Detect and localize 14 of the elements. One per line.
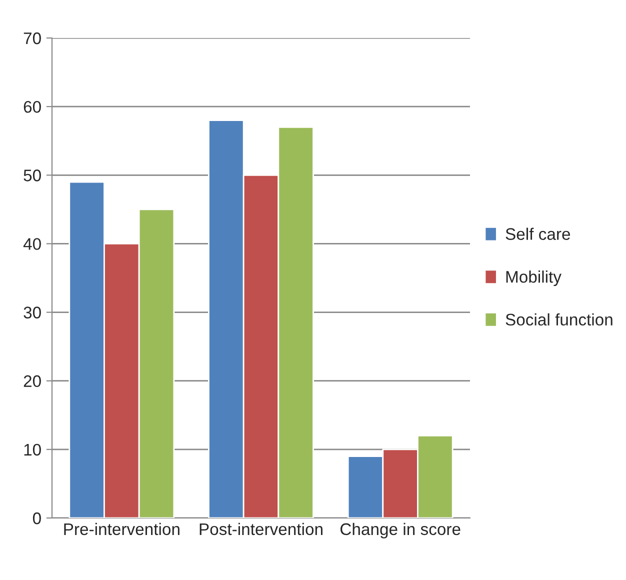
- y-tick-label: 30: [24, 306, 41, 318]
- x-tick-label: Change in score: [340, 522, 460, 538]
- y-tick-label: 0: [32, 512, 41, 524]
- y-tick-label: 10: [24, 444, 41, 456]
- y-tick-label: 50: [24, 170, 41, 182]
- legend-label: Mobility: [506, 270, 562, 286]
- legend-label: Self care: [506, 228, 570, 240]
- x-tick-label: Pre-intervention: [64, 522, 180, 536]
- y-tick-label: 60: [24, 100, 41, 113]
- legend-label: Social function: [506, 313, 612, 326]
- x-tick-label: Post-intervention: [200, 522, 322, 536]
- y-tick-label: 20: [24, 375, 41, 388]
- y-tick-label: 40: [23, 238, 41, 250]
- y-tick-label: 70: [24, 32, 41, 44]
